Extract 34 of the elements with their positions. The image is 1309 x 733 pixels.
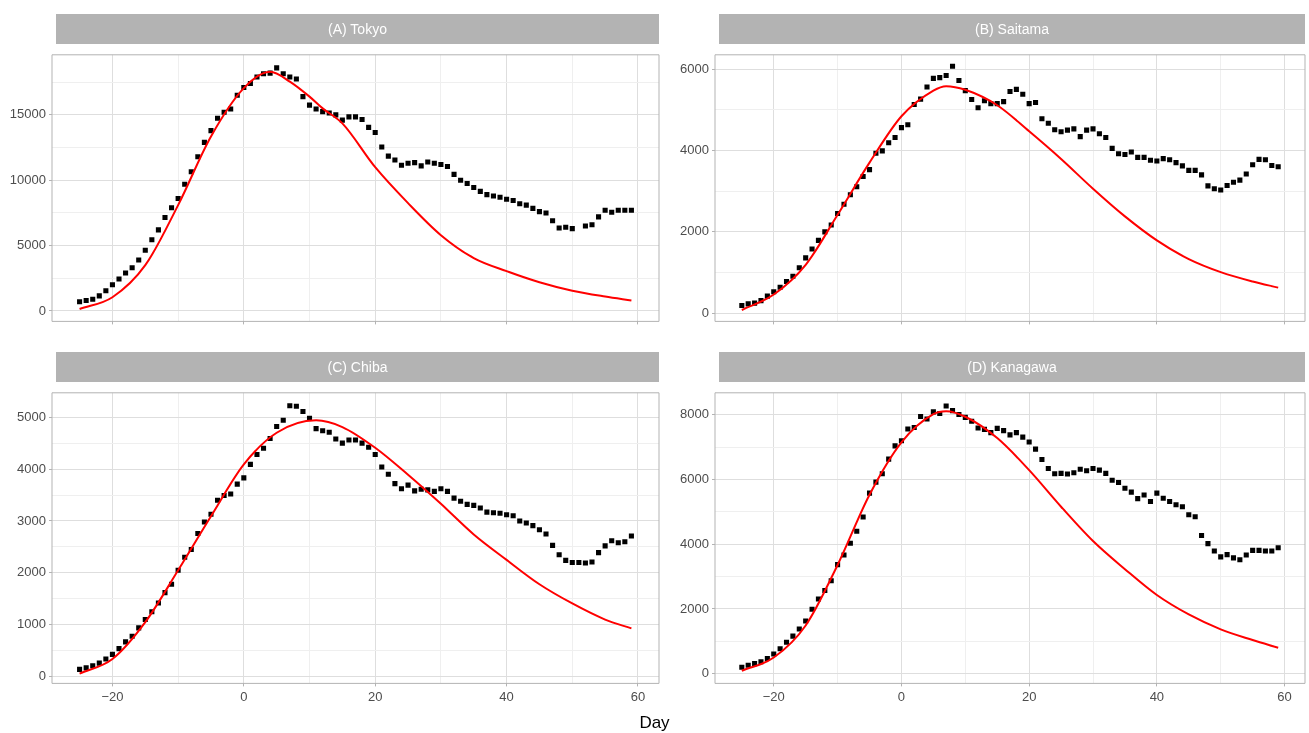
x-tick-label: 40 bbox=[1149, 688, 1165, 704]
y-tick-label: 3000 bbox=[17, 512, 46, 528]
y-tick-label: 0 bbox=[701, 665, 709, 681]
y-tick-label: 8000 bbox=[680, 406, 709, 422]
y-tick-label: 0 bbox=[38, 302, 46, 318]
x-tick-label: 60 bbox=[630, 688, 646, 704]
y-tick-label: 4000 bbox=[680, 142, 709, 158]
y-tick-label: 5000 bbox=[17, 408, 46, 424]
chart-title: (B) Saitama bbox=[719, 14, 1305, 44]
y-tick-label: 1000 bbox=[17, 616, 46, 632]
y-tick-label: 2000 bbox=[17, 564, 46, 580]
y-tick-label: 10000 bbox=[9, 171, 46, 187]
x-tick-label: 40 bbox=[499, 688, 514, 704]
y-tick-label: 15000 bbox=[9, 106, 46, 122]
x-tick-label: 60 bbox=[1277, 688, 1292, 704]
y-tick-label: 2000 bbox=[680, 223, 709, 239]
x-tick-label: −20 bbox=[762, 688, 785, 704]
y-tick-label: 4000 bbox=[17, 460, 46, 476]
x-tick-label: −20 bbox=[101, 688, 124, 704]
x-tick-label: 0 bbox=[240, 688, 248, 704]
y-tick-label: 0 bbox=[38, 668, 46, 684]
x-tick-label: 20 bbox=[367, 688, 383, 704]
y-tick-label: 6000 bbox=[680, 471, 709, 487]
y-tick-label: 2000 bbox=[680, 600, 709, 616]
y-tick-label: 5000 bbox=[17, 237, 46, 253]
chart-title: (D) Kanagawa bbox=[719, 352, 1305, 382]
x-axis-title: Day bbox=[639, 713, 670, 732]
y-tick-label: 6000 bbox=[680, 60, 709, 76]
chart-title: (A) Tokyo bbox=[56, 14, 659, 44]
chart-title: (C) Chiba bbox=[56, 352, 659, 382]
x-tick-label: 0 bbox=[897, 688, 906, 704]
x-tick-label: 20 bbox=[1021, 688, 1037, 704]
y-tick-label: 4000 bbox=[680, 535, 709, 551]
y-tick-label: 0 bbox=[701, 304, 709, 320]
